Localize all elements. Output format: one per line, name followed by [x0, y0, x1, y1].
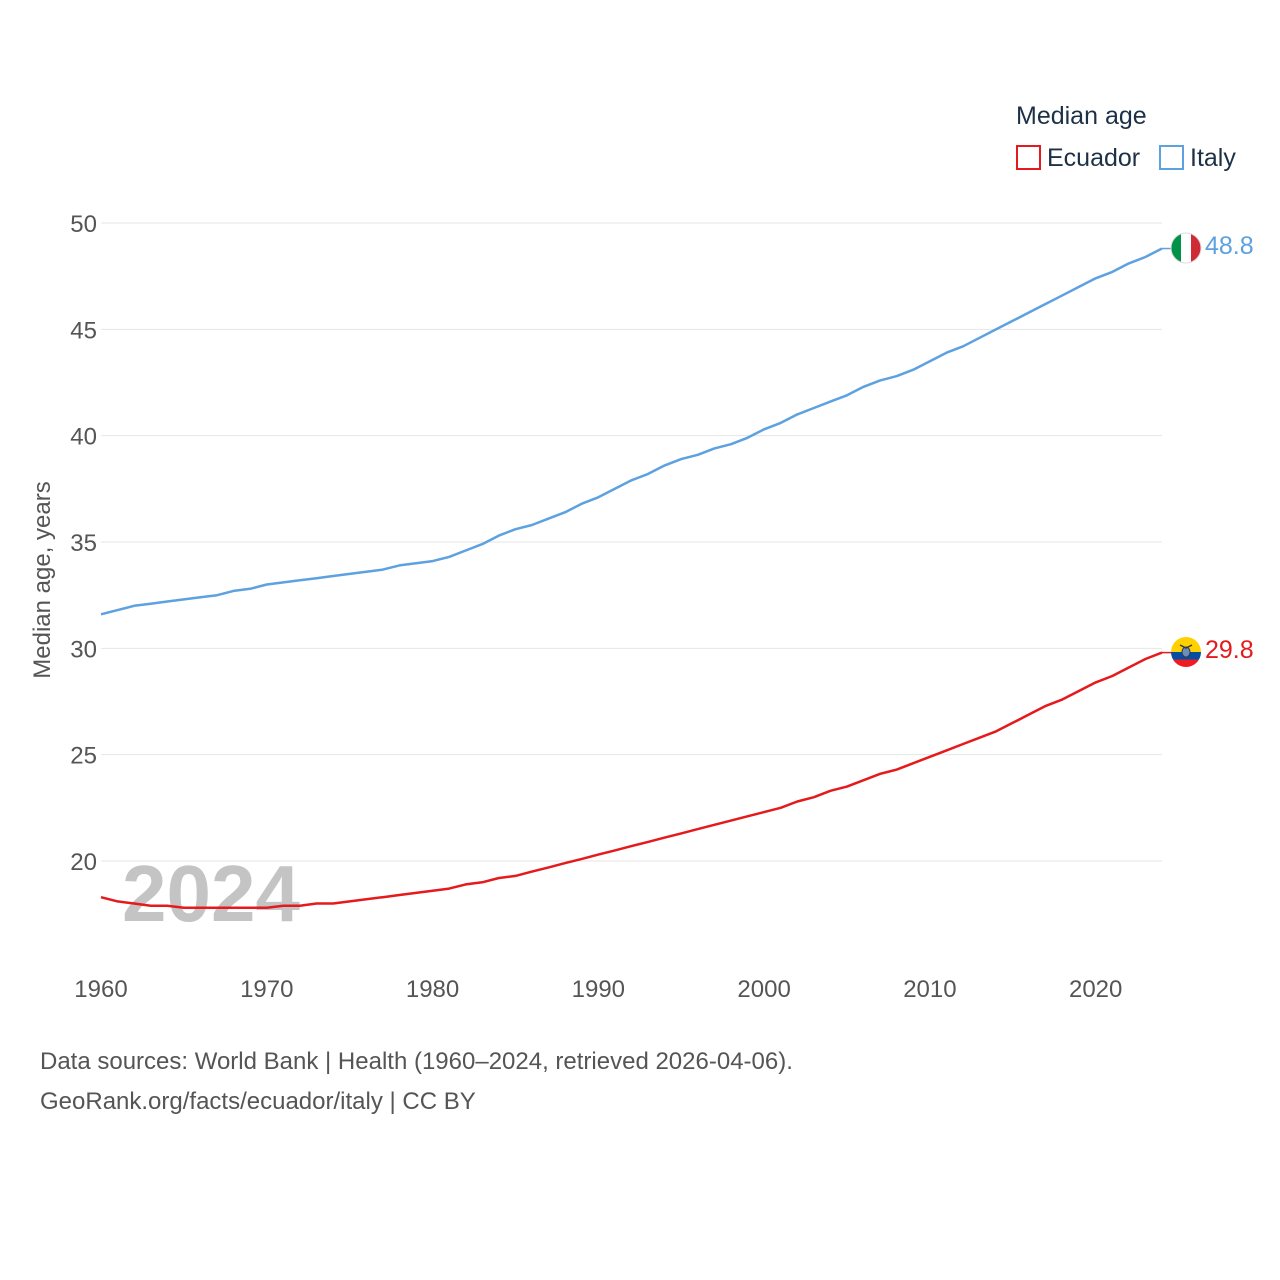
x-tick-label-1990: 1990	[572, 976, 625, 1003]
y-axis-title: Median age, years	[29, 481, 56, 678]
y-tick-label-40: 40	[70, 424, 97, 451]
y-axis-ticks: 20 25 30 35 40 45 50	[70, 211, 97, 876]
footer: Data sources: World Bank | Health (1960–…	[40, 1042, 793, 1122]
attribution-link[interactable]: GeoRank.org/facts/ecuador/italy | CC BY	[40, 1088, 476, 1115]
legend-item-italy[interactable]: Italy	[1159, 144, 1236, 172]
x-tick-label-2010: 2010	[903, 976, 956, 1003]
legend-title: Median age	[1016, 102, 1147, 130]
legend-label-ecuador: Ecuador	[1047, 144, 1140, 172]
ecuador-flag-icon	[1171, 637, 1201, 667]
end-value-label-italy: 48.8	[1205, 232, 1254, 260]
y-tick-label-20: 20	[70, 849, 97, 876]
legend-swatch-ecuador	[1016, 145, 1041, 170]
x-tick-label-2000: 2000	[737, 976, 790, 1003]
legend: Median age Ecuador Italy	[1016, 102, 1236, 172]
x-tick-label-1960: 1960	[74, 976, 127, 1003]
y-tick-label-25: 25	[70, 743, 97, 770]
y-tick-label-50: 50	[70, 211, 97, 238]
year-watermark: 2024	[122, 849, 300, 938]
italy-flag-icon	[1170, 232, 1202, 264]
x-tick-label-2020: 2020	[1069, 976, 1122, 1003]
legend-item-ecuador[interactable]: Ecuador	[1016, 144, 1140, 172]
y-tick-label-35: 35	[70, 530, 97, 557]
legend-label-italy: Italy	[1190, 144, 1236, 172]
legend-swatch-italy	[1159, 145, 1184, 170]
y-tick-label-45: 45	[70, 317, 97, 344]
line-italy[interactable]	[100, 247, 1163, 616]
end-value-label-ecuador: 29.8	[1205, 636, 1254, 664]
line-chart: 20 25 30 35 40 45 50 1960 1970 1980 1990 2000 2010 2…	[29, 102, 1254, 1003]
y-tick-label-30: 30	[70, 636, 97, 663]
x-tick-label-1980: 1980	[406, 976, 459, 1003]
series-lines	[100, 247, 1172, 910]
line-ecuador[interactable]	[100, 651, 1163, 910]
x-axis-ticks: 1960 1970 1980 1990 2000 2010 2020	[74, 976, 1122, 1003]
x-tick-label-1970: 1970	[240, 976, 293, 1003]
data-source-note: Data sources: World Bank | Health (1960–…	[40, 1048, 793, 1075]
gridlines	[101, 222, 1162, 862]
